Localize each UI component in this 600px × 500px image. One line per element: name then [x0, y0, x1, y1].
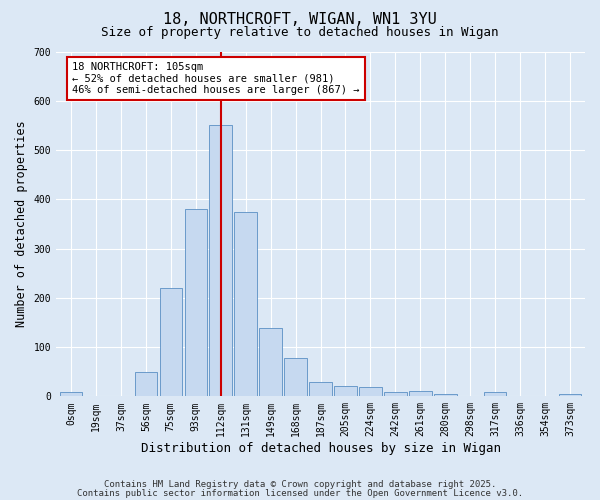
Y-axis label: Number of detached properties: Number of detached properties [15, 120, 28, 327]
Bar [384, 392, 407, 396]
Bar [160, 288, 182, 397]
Bar [235, 212, 257, 396]
Text: Contains HM Land Registry data © Crown copyright and database right 2025.: Contains HM Land Registry data © Crown c… [104, 480, 496, 489]
Bar [209, 126, 232, 396]
Bar [409, 392, 431, 396]
Text: 18, NORTHCROFT, WIGAN, WN1 3YU: 18, NORTHCROFT, WIGAN, WN1 3YU [163, 12, 437, 28]
Bar [334, 386, 356, 396]
Bar [134, 372, 157, 396]
Text: 18 NORTHCROFT: 105sqm
← 52% of detached houses are smaller (981)
46% of semi-det: 18 NORTHCROFT: 105sqm ← 52% of detached … [72, 62, 359, 95]
Bar [559, 394, 581, 396]
Bar [185, 209, 207, 396]
Bar [359, 388, 382, 396]
Bar [309, 382, 332, 396]
Bar [259, 328, 282, 396]
Bar [484, 392, 506, 396]
X-axis label: Distribution of detached houses by size in Wigan: Distribution of detached houses by size … [140, 442, 500, 455]
Bar [434, 394, 457, 396]
Text: Size of property relative to detached houses in Wigan: Size of property relative to detached ho… [101, 26, 499, 39]
Text: Contains public sector information licensed under the Open Government Licence v3: Contains public sector information licen… [77, 489, 523, 498]
Bar [60, 392, 82, 396]
Bar [284, 358, 307, 397]
